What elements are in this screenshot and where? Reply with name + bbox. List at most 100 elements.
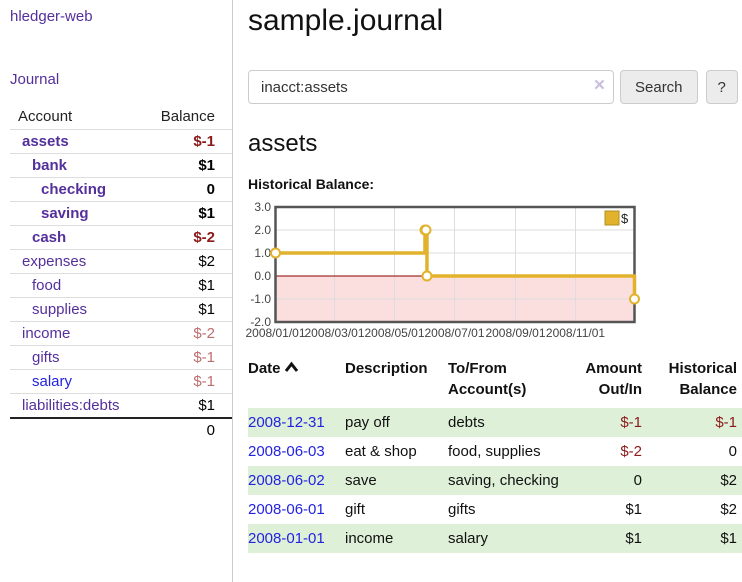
help-button[interactable]: ?: [705, 70, 738, 104]
account-balance: $-1: [138, 129, 232, 154]
account-link-salary[interactable]: salary: [32, 373, 73, 390]
account-link-supplies[interactable]: supplies: [32, 301, 88, 318]
account-row-checking: checking 0: [10, 177, 232, 202]
register-header-date[interactable]: Date: [248, 356, 345, 408]
transaction-balance: $-1: [715, 414, 737, 431]
account-link-checking[interactable]: checking: [41, 181, 107, 198]
account-row-food: food $1: [10, 273, 232, 298]
accounts-total-row: 0: [10, 417, 232, 442]
accounts-header-row: Account Balance: [10, 104, 232, 130]
register-header-row: Date Description To/From Account(s) Amou…: [248, 356, 742, 408]
transaction-description: save: [345, 472, 377, 489]
svg-text:0.0: 0.0: [254, 269, 271, 283]
transaction-accounts: salary: [448, 530, 489, 547]
transaction-amount: $-2: [620, 443, 642, 460]
transaction-amount: $1: [625, 501, 642, 518]
account-balance: $1: [138, 273, 232, 298]
transaction-balance: $2: [720, 501, 737, 518]
account-link-liabilities-debts[interactable]: liabilities:debts: [22, 397, 120, 414]
historical-balance-chart: 3.0 2.0 1.0 0.0 -1.0 -2.02008/01/012008/03/01…: [245, 200, 640, 340]
transaction-description: income: [345, 530, 394, 547]
account-link-cash[interactable]: cash: [32, 229, 67, 246]
account-heading: assets: [248, 130, 318, 157]
account-row-salary: salary $-1: [10, 369, 232, 394]
register-header-amount: Amount Out/In: [585, 360, 642, 398]
accounts-total-balance: 0: [138, 417, 232, 442]
transaction-accounts: gifts: [448, 501, 476, 518]
account-balance: $-1: [138, 369, 232, 394]
transaction-accounts: debts: [448, 414, 485, 431]
account-link-income[interactable]: income: [22, 325, 71, 342]
search-bar: × Search ?: [248, 70, 742, 104]
account-balance: 0: [138, 177, 232, 202]
svg-text:1.0: 1.0: [254, 246, 271, 260]
account-row-expenses: expenses $2: [10, 249, 232, 274]
register-row: 2008-01-01 income salary $1 $1: [248, 524, 742, 553]
register-table: Date Description To/From Account(s) Amou…: [248, 356, 742, 553]
svg-text:3.0: 3.0: [254, 200, 271, 214]
register-row: 2008-06-02 save saving, checking 0 $2: [248, 466, 742, 495]
transaction-accounts: food, supplies: [448, 443, 541, 460]
svg-text:2008/11/01: 2008/11/01: [546, 326, 605, 340]
transaction-description: eat & shop: [345, 443, 417, 460]
sort-ascending-icon: [284, 359, 299, 380]
account-link-assets[interactable]: assets: [22, 133, 69, 150]
accounts-header-balance: Balance: [160, 108, 215, 125]
svg-text:-1.0: -1.0: [250, 292, 271, 306]
account-row-cash: cash $-2: [10, 225, 232, 250]
transaction-description: pay off: [345, 414, 390, 431]
main-content: sample.journal × Search ? assets Histori…: [233, 0, 742, 582]
account-row-gifts: gifts $-1: [10, 345, 232, 370]
transaction-date-link[interactable]: 2008-12-31: [248, 414, 325, 431]
account-balance: $1: [138, 201, 232, 226]
transaction-date-link[interactable]: 2008-06-01: [248, 501, 325, 518]
transaction-balance: $2: [720, 472, 737, 489]
account-row-assets: assets $-1: [10, 129, 232, 154]
register-row: 2008-12-31 pay off debts $-1 $-1: [248, 408, 742, 437]
account-row-bank: bank $1: [10, 153, 232, 178]
transaction-amount: $-1: [620, 414, 642, 431]
page-title: sample.journal: [248, 4, 444, 37]
register-row: 2008-06-03 eat & shop food, supplies $-2…: [248, 437, 742, 466]
account-balance: $-2: [138, 225, 232, 250]
app-title-link[interactable]: hledger-web: [10, 8, 93, 25]
transaction-accounts: saving, checking: [448, 472, 559, 489]
svg-text:2008/07/01: 2008/07/01: [424, 326, 484, 340]
transaction-date-link[interactable]: 2008-06-03: [248, 443, 325, 460]
accounts-header-account: Account: [18, 108, 73, 125]
account-link-gifts[interactable]: gifts: [32, 349, 60, 366]
account-row-liabilities-debts: liabilities:debts $1: [10, 393, 232, 418]
transaction-balance: 0: [728, 443, 737, 460]
account-row-saving: saving $1: [10, 201, 232, 226]
transaction-date-link[interactable]: 2008-06-02: [248, 472, 325, 489]
register-header-accounts: To/From Account(s): [448, 360, 527, 398]
transaction-description: gift: [345, 501, 366, 518]
transaction-amount: $1: [625, 530, 642, 547]
search-input[interactable]: [248, 70, 614, 104]
account-balance: $2: [138, 249, 232, 274]
accounts-table: Account Balance assets $-1 bank $1 check…: [10, 104, 232, 442]
account-balance: $1: [138, 153, 232, 178]
svg-text:2008/09/01: 2008/09/01: [485, 326, 545, 340]
transaction-date-link[interactable]: 2008-01-01: [248, 530, 325, 547]
transaction-balance: $1: [720, 530, 737, 547]
account-link-saving[interactable]: saving: [41, 205, 89, 222]
transaction-amount: 0: [633, 472, 642, 489]
account-row-supplies: supplies $1: [10, 297, 232, 322]
chart-section-label: Historical Balance:: [248, 176, 375, 192]
svg-text:2008/03/01: 2008/03/01: [304, 326, 364, 340]
account-link-food[interactable]: food: [32, 277, 62, 294]
account-balance: $-2: [138, 321, 232, 346]
clear-search-icon[interactable]: ×: [593, 75, 605, 96]
account-balance: $-1: [138, 345, 232, 370]
register-row: 2008-06-01 gift gifts $1 $2: [248, 495, 742, 524]
sidebar-item-journal[interactable]: Journal: [10, 71, 60, 88]
sidebar: hledger-web Journal Account Balance asse…: [0, 0, 233, 582]
account-link-bank[interactable]: bank: [32, 157, 68, 174]
search-button[interactable]: Search: [620, 70, 698, 104]
svg-text:$: $: [621, 211, 629, 226]
account-link-expenses[interactable]: expenses: [22, 253, 87, 270]
account-balance: $1: [138, 297, 232, 322]
register-header-description: Description: [345, 360, 428, 377]
